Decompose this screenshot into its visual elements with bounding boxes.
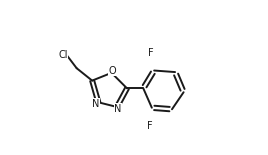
Text: O: O <box>109 66 116 75</box>
Text: F: F <box>148 49 154 58</box>
Text: N: N <box>92 99 100 109</box>
Text: N: N <box>114 104 121 113</box>
Text: F: F <box>147 121 152 131</box>
Text: Cl: Cl <box>58 50 68 60</box>
